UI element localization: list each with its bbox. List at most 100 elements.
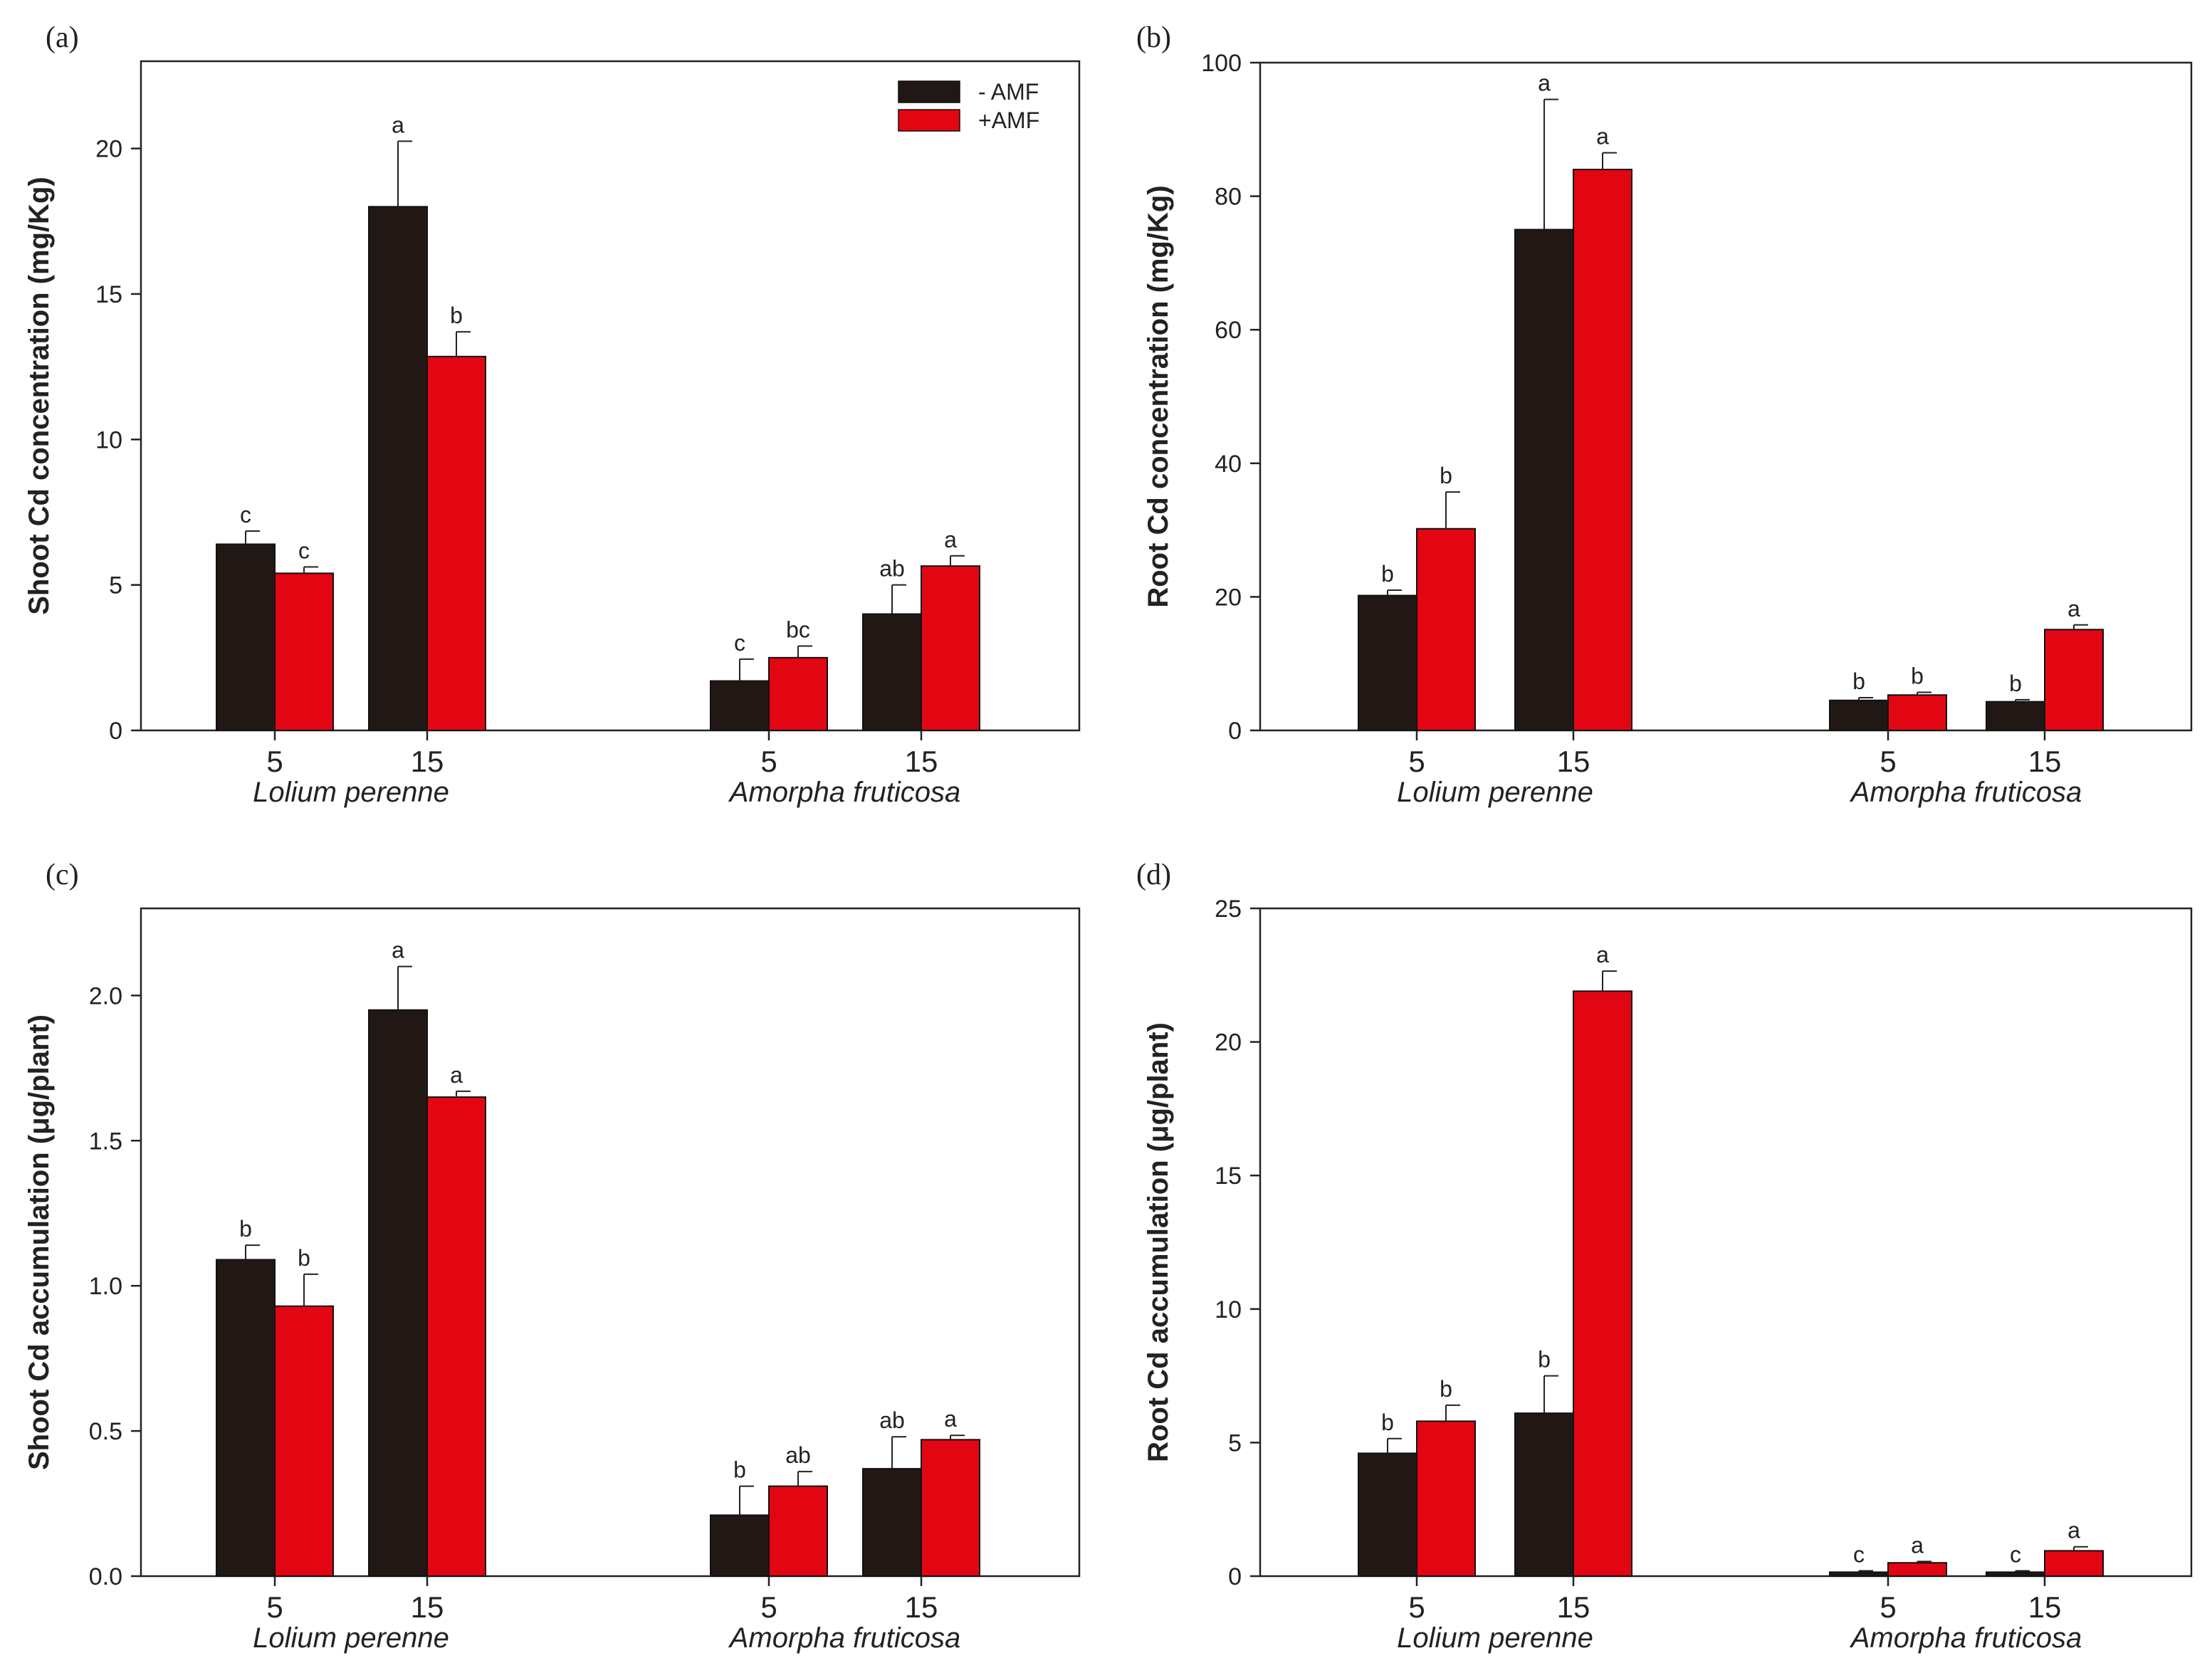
significance-letter: b [2009,671,2022,696]
significance-letter: c [240,502,251,528]
significance-letter: c [734,630,745,656]
bar [1888,1563,1946,1576]
bar [769,1486,827,1576]
legend-swatch [898,81,960,103]
y-tick-label: 15 [95,281,122,308]
x-tick-label: 5 [760,1590,777,1624]
bar [1573,169,1632,730]
significance-letter: b [733,1457,746,1483]
bar [369,1010,427,1576]
significance-letter: b [1381,561,1394,587]
bar [427,1097,486,1576]
bar [216,544,275,730]
x-tick-label: 15 [411,745,444,778]
y-tick-label: 0.5 [89,1418,122,1445]
bar [2045,1551,2103,1576]
significance-letter: a [392,112,404,137]
bar [2045,629,2103,730]
bar [427,357,486,730]
significance-letter: b [450,303,463,328]
x-tick-label: 15 [2028,1590,2062,1624]
significance-letter: ab [879,556,905,582]
significance-letter: b [1381,1410,1394,1435]
bar [216,1259,275,1576]
panel-label: (a) [46,21,79,54]
group-label: Amorpha fruticosa [728,777,961,808]
legend-label: +AMF [978,107,1039,133]
panel-c: (c) 0.0 0.5 1.0 1.5 2.0 Shoot Cd accumulation … [23,859,1079,1654]
bar [921,1439,980,1576]
x-tick-label: 15 [905,745,938,778]
y-tick-label: 0.0 [89,1563,122,1590]
y-axis-label: Shoot Cd accumulation (μg/plant) [23,1014,55,1470]
panel-label: (c) [46,859,79,891]
x-tick-label: 5 [1880,745,1896,778]
significance-letter: a [1596,942,1609,967]
bar [1417,529,1475,730]
x-tick-label: 15 [2028,745,2062,778]
bar [1830,701,1888,730]
x-tick-label: 5 [1408,1590,1425,1624]
y-tick-label: 5 [109,572,122,599]
group-label: Lolium perenne [1397,777,1593,808]
y-tick-label: 25 [1215,896,1242,923]
bar [275,573,333,730]
y-tick-label: 20 [1215,584,1242,611]
legend: - AMF+AMF [898,79,1039,133]
x-tick-label: 15 [1557,1590,1590,1624]
significance-letter: b [1440,463,1452,488]
panel-label: (d) [1136,859,1171,891]
y-tick-label: 0 [1228,718,1242,745]
significance-letter: a [944,1406,957,1432]
panel-b: (b)020406080100Root Cd concentration (mg… [1136,21,2191,808]
group-label: Amorpha fruticosa [1850,1622,2082,1654]
y-tick-label: 1.5 [89,1128,122,1155]
y-tick-label: 5 [1228,1429,1242,1457]
significance-letter: b [1911,663,1924,689]
significance-letter: c [298,537,310,563]
significance-letter: bc [786,617,810,642]
panel-label: (b) [1136,21,1171,54]
significance-letter: ab [879,1407,905,1433]
bar [711,681,769,730]
x-tick-label: 5 [1880,1590,1896,1624]
bar [863,614,921,730]
y-tick-label: 2.0 [89,982,122,1009]
significance-letter: a [1538,70,1551,96]
bar [1515,1413,1573,1576]
significance-letter: b [1538,1347,1551,1373]
significance-letter: a [2067,596,2080,621]
y-tick-label: 40 [1215,451,1242,478]
bar [921,566,980,730]
significance-letter: ab [785,1442,811,1468]
group-label: Amorpha fruticosa [728,1622,961,1654]
y-tick-label: 1.0 [89,1273,122,1300]
x-tick-label: 15 [905,1590,938,1624]
y-axis-label: Root Cd concentration (mg/Kg) [1143,185,1174,607]
y-tick-label: 15 [1215,1163,1242,1190]
y-tick-label: 0 [1228,1563,1242,1590]
bar [1986,702,2045,730]
bar [863,1469,921,1576]
bar [1358,596,1417,730]
y-tick-label: 100 [1201,50,1242,77]
bar [369,206,427,730]
x-tick-label: 15 [1557,745,1590,778]
bar [711,1515,769,1576]
group-label: Lolium perenne [253,777,449,808]
significance-letter: a [1911,1532,1924,1558]
y-tick-label: 10 [1215,1296,1242,1323]
significance-letter: b [298,1245,310,1271]
legend-label: - AMF [978,79,1039,105]
y-tick-label: 10 [95,426,122,453]
bar [1358,1453,1417,1576]
significance-letter: b [1852,668,1865,694]
panel-d: (d) 0 5 10 15 20 25 Root Cd accumulation (μg/pl… [1136,859,2191,1654]
bar [1417,1421,1475,1576]
bar [769,658,827,730]
y-tick-label: 20 [1215,1029,1242,1056]
y-axis-label: Root Cd accumulation (μg/plant) [1143,1022,1174,1462]
significance-letter: b [239,1216,252,1242]
bar [1986,1572,2045,1576]
